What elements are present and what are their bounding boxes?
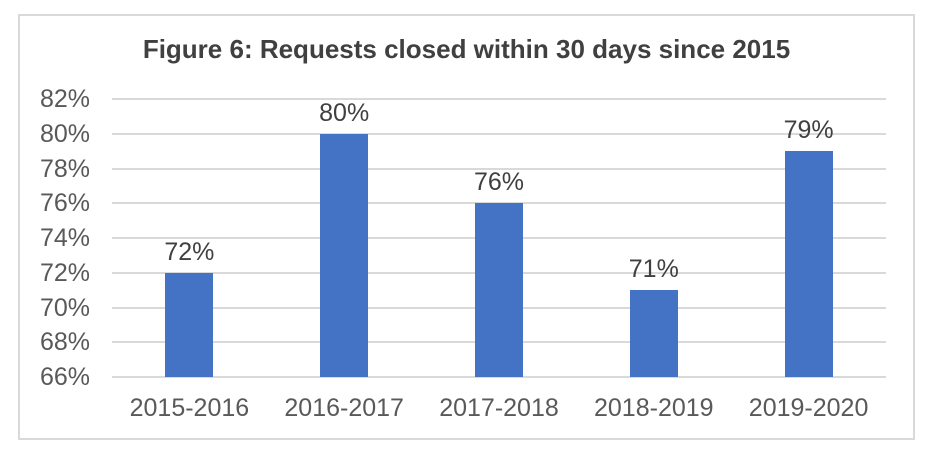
y-axis-tick-label: 68% [39,328,90,357]
bar-data-label: 71% [628,255,679,284]
y-axis-tick-label: 80% [39,119,90,148]
bar-data-label: 80% [319,98,370,127]
y-axis-tick-label: 82% [39,85,90,113]
x-axis-category-label: 2015-2016 [129,394,250,422]
x-axis-category-label: 2017-2018 [439,394,559,422]
bar-2018-2019 [629,290,678,377]
y-axis-tick-label: 76% [39,189,90,218]
gridline [112,132,886,135]
chart-title: Figure 6: Requests closed within 30 days… [142,34,791,64]
gridline [112,98,886,100]
gridline [112,167,886,170]
bar-2017-2018 [475,203,523,377]
gridline [112,376,886,378]
y-axis-tick-label: 66% [39,363,90,391]
x-axis-category-label: 2018-2019 [594,394,714,422]
y-axis-tick-label: 78% [39,154,90,183]
y-axis-tick-label: 72% [39,258,90,287]
bar-2016-2017 [320,133,369,377]
x-axis-category-label: 2019-2020 [748,394,869,422]
bar-2019-2020 [784,151,833,377]
bar-data-label: 76% [473,168,525,197]
x-axis-category-label: 2016-2017 [284,394,404,422]
y-axis-tick-label: 70% [39,293,90,322]
bar-data-label: 79% [783,116,834,145]
bar-data-label: 72% [164,237,215,266]
bar-2015-2016 [165,272,214,377]
y-axis-tick-label: 74% [39,224,90,252]
